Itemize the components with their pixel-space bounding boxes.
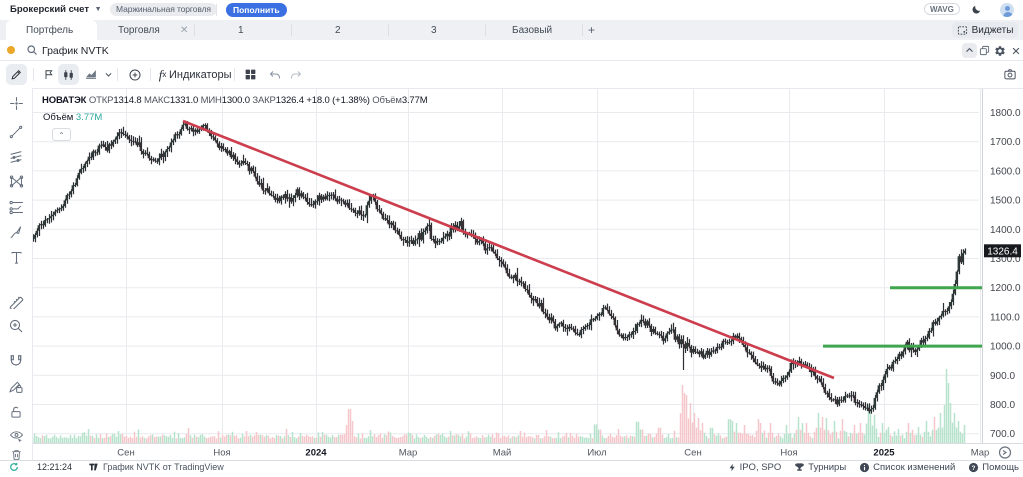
svg-text:1100.0: 1100.0: [990, 312, 1020, 323]
svg-text:2024: 2024: [305, 448, 327, 459]
svg-text:1600.0: 1600.0: [990, 166, 1021, 177]
svg-text:1400.0: 1400.0: [990, 225, 1021, 236]
svg-text:1500.0: 1500.0: [990, 196, 1021, 207]
svg-text:1000.0: 1000.0: [990, 342, 1021, 353]
svg-text:?: ?: [972, 465, 976, 472]
svg-text:1200.0: 1200.0: [990, 283, 1021, 294]
svg-text:Ноя: Ноя: [213, 448, 230, 459]
svg-text:Май: Май: [493, 448, 512, 459]
svg-text:2025: 2025: [873, 448, 895, 459]
svg-text:1700.0: 1700.0: [990, 137, 1021, 148]
svg-text:Сен: Сен: [117, 448, 134, 459]
svg-text:Ноя: Ноя: [780, 448, 797, 459]
svg-text:Сен: Сен: [684, 448, 701, 459]
svg-text:1300.0: 1300.0: [990, 254, 1021, 265]
svg-text:Июл: Июл: [587, 448, 606, 459]
svg-text:1326.4: 1326.4: [987, 246, 1018, 257]
svg-text:900.0: 900.0: [990, 371, 1015, 382]
svg-text:700.0: 700.0: [990, 429, 1015, 440]
svg-text:800.0: 800.0: [990, 400, 1015, 411]
svg-text:1800.0: 1800.0: [990, 108, 1021, 119]
svg-text:Мар: Мар: [971, 448, 990, 459]
svg-text:Мар: Мар: [399, 448, 418, 459]
